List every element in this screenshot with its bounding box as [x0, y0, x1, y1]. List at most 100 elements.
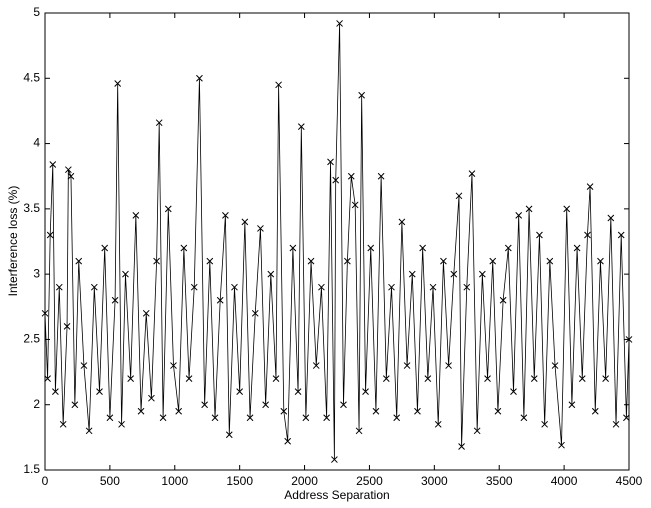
point-marker [367, 244, 375, 252]
point-marker [185, 375, 193, 382]
point-marker [75, 257, 83, 265]
point-marker [85, 427, 93, 435]
point-marker [236, 388, 244, 396]
y-tick-label: 4.5 [23, 70, 40, 84]
point-marker [546, 257, 554, 265]
y-tick-label: 4 [33, 136, 40, 150]
point-marker [473, 427, 481, 435]
point-marker [241, 218, 249, 226]
point-marker [155, 119, 163, 127]
x-tick-label: 0 [42, 474, 49, 488]
point-marker [211, 414, 219, 422]
point-marker [175, 407, 183, 415]
point-marker [284, 437, 292, 445]
point-marker [563, 205, 571, 213]
point-marker [323, 414, 330, 422]
point-marker [294, 388, 302, 396]
point-marker [414, 407, 421, 415]
plot-area [44, 12, 630, 471]
point-marker [206, 257, 214, 265]
point-marker [331, 456, 338, 463]
point-marker [262, 401, 269, 409]
point-marker [558, 441, 565, 449]
point-marker [63, 323, 71, 330]
point-marker [484, 375, 491, 382]
point-marker [132, 212, 140, 219]
point-marker [468, 170, 476, 177]
y-axis-label: Interference loss (%) [6, 186, 20, 297]
x-tick-label: 3000 [421, 474, 448, 488]
x-axis-label: Address Separation [284, 488, 389, 502]
point-marker [515, 212, 523, 219]
point-marker [101, 244, 109, 252]
point-marker [525, 205, 533, 213]
point-marker [297, 123, 305, 130]
point-marker [489, 257, 497, 265]
point-marker [312, 362, 320, 369]
x-tick-label: 2000 [291, 474, 318, 488]
point-marker [478, 270, 486, 278]
point-marker [458, 443, 465, 450]
point-marker [393, 414, 401, 422]
point-marker [440, 257, 447, 265]
point-marker [408, 270, 416, 278]
point-marker [372, 407, 380, 415]
point-marker [44, 375, 51, 382]
x-tick-label: 3500 [486, 474, 513, 488]
y-tick-label: 2.5 [23, 332, 40, 346]
point-marker [541, 420, 548, 428]
point-marker [106, 414, 114, 422]
point-marker [137, 407, 145, 415]
point-marker [388, 283, 395, 291]
point-marker [362, 388, 369, 396]
point-marker [59, 420, 67, 428]
point-marker [355, 427, 363, 435]
point-marker [80, 362, 88, 369]
point-marker [170, 362, 177, 369]
point-marker [351, 201, 359, 209]
x-tick-label: 1500 [226, 474, 253, 488]
x-tick-label: 4000 [551, 474, 578, 488]
point-marker [403, 362, 411, 369]
point-marker [434, 420, 442, 428]
point-marker [257, 225, 264, 232]
point-marker [216, 296, 224, 304]
point-marker [602, 375, 609, 382]
point-marker [52, 388, 59, 396]
point-marker [530, 375, 538, 382]
point-marker [275, 81, 282, 89]
point-marker [302, 414, 310, 422]
point-marker [568, 401, 576, 409]
point-marker [251, 309, 259, 317]
point-marker [398, 218, 406, 226]
y-tick-label: 3.5 [23, 201, 40, 215]
x-tick-label: 500 [100, 474, 120, 488]
point-marker [41, 309, 49, 317]
point-marker [536, 231, 543, 239]
point-marker [586, 183, 594, 191]
point-marker [597, 257, 604, 265]
point-marker [142, 309, 150, 317]
point-marker [623, 414, 630, 422]
point-marker [225, 431, 233, 439]
point-marker [382, 375, 390, 382]
point-marker [424, 375, 432, 382]
point-marker [164, 205, 172, 213]
point-marker [504, 244, 512, 252]
point-marker [90, 283, 98, 291]
point-marker [573, 244, 581, 252]
series-line [44, 23, 630, 460]
point-marker [419, 244, 427, 252]
point-marker [450, 270, 458, 278]
point-marker [584, 231, 591, 239]
point-marker [246, 414, 254, 422]
point-marker [617, 231, 625, 239]
point-marker [625, 336, 633, 343]
point-marker [201, 401, 208, 409]
point-marker [332, 176, 340, 184]
point-marker [429, 283, 437, 291]
point-marker [190, 283, 198, 291]
point-marker [118, 420, 125, 428]
point-marker [607, 214, 615, 222]
